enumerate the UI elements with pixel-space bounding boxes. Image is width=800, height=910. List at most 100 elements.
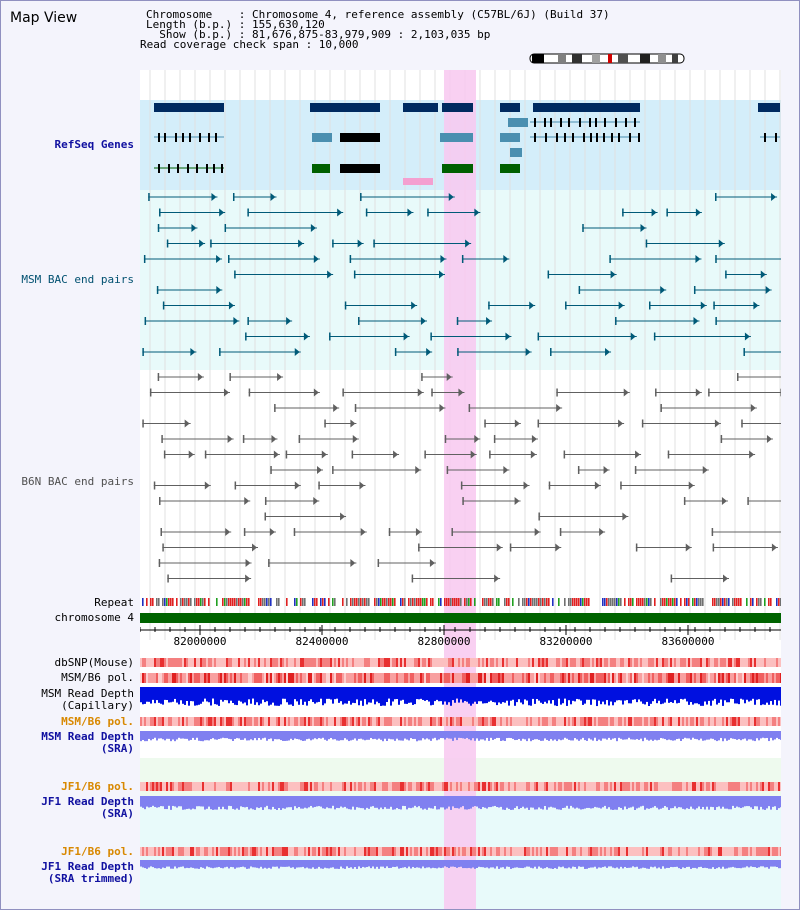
dbsnp-mark (588, 658, 590, 667)
jf1-depth-sra-bar (596, 796, 598, 808)
msm-pol-mark (570, 673, 572, 683)
jf1-depth-sra-bar (630, 796, 632, 808)
jf1-depth-sra-bar (254, 796, 256, 810)
jf1-depth-trimmed-bar (434, 860, 436, 869)
msm-depth-sra-bar (410, 731, 412, 739)
jf1-depth-sra-bar (642, 796, 644, 806)
msm-pol-mark (144, 673, 146, 683)
exon (611, 133, 613, 142)
exon (596, 133, 598, 142)
track-label-msm-b6-pol-2: MSM/B6 pol. (61, 715, 134, 728)
jf1-pol2-mark (484, 847, 486, 856)
msm-depth-capillary-bar (686, 687, 688, 702)
track-label-refseq[interactable]: RefSeq Genes (54, 138, 134, 151)
dbsnp-mark (678, 658, 680, 667)
msm-pol-mark (326, 673, 328, 683)
msm-depth-sra-bar (366, 731, 368, 740)
jf1-depth-sra-bar (668, 796, 670, 810)
msm-pol-mark (750, 673, 752, 683)
msm-depth-sra-bar (608, 731, 610, 738)
msm-depth-capillary-bar (446, 687, 448, 705)
jf1-depth-trimmed-bar (324, 860, 326, 868)
jf1-pol-mark (516, 782, 518, 791)
jf1-pol2-mark (500, 847, 502, 856)
jf1-depth-trimmed-bar (172, 860, 174, 869)
msm-pol-mark (166, 673, 168, 683)
jf1-pol-mark (628, 782, 630, 791)
jf1-pol-mark (580, 782, 582, 791)
map-canvas[interactable]: 82000000 82400000 82800000 83200000 83600000 (140, 70, 781, 910)
repeat-mark (364, 598, 366, 606)
msm-depth-sra-bar (746, 731, 748, 741)
msm-depth-sra-bar (540, 731, 542, 741)
msm-pol2-mark (686, 717, 688, 726)
msm-depth-capillary-bar (578, 687, 580, 700)
jf1-depth-sra-bar (546, 796, 548, 810)
b6n-bac-pair-end (293, 528, 296, 536)
msm-pol-mark (678, 673, 680, 683)
jf1-pol-mark (754, 782, 756, 791)
msm-depth-sra-bar (584, 731, 586, 741)
repeat-mark (768, 598, 770, 606)
msm-pol2-mark (286, 717, 288, 726)
track-label-msm-bac[interactable]: MSM BAC end pairs (21, 273, 134, 286)
jf1-pol-mark (182, 782, 184, 791)
dbsnp-mark (456, 658, 458, 667)
track-label-b6n-bac[interactable]: B6N BAC end pairs (21, 475, 134, 488)
repeat-mark (564, 598, 566, 606)
jf1-pol-mark (464, 782, 466, 791)
msm-depth-sra-bar (664, 731, 666, 740)
jf1-pol-mark (218, 782, 220, 791)
jf1-pol2-mark (194, 847, 196, 856)
jf1-depth-trimmed-bar (672, 860, 674, 868)
repeat-mark (322, 598, 324, 606)
msm-bac-pair-arrow (407, 208, 413, 217)
msm-depth-capillary-bar (218, 687, 220, 706)
repeat-mark (142, 598, 144, 606)
jf1-pol-mark (156, 782, 158, 791)
msm-pol-mark (314, 673, 316, 683)
msm-depth-sra-bar (722, 731, 724, 742)
jf1-depth-trimmed-bar (766, 860, 768, 868)
msm-pol-mark (700, 673, 702, 683)
msm-pol-mark (514, 673, 516, 683)
jf1-pol2-mark (396, 847, 398, 856)
msm-depth-sra-bar (208, 731, 210, 741)
dbsnp-mark (672, 658, 674, 667)
msm-pol-mark (148, 673, 150, 683)
jf1-pol2-mark (304, 847, 306, 856)
msm-depth-capillary-bar (440, 687, 442, 702)
repeat-mark (484, 598, 486, 606)
repeat-mark (764, 598, 766, 606)
msm-depth-capillary-bar (508, 687, 510, 706)
msm-pol2-mark (372, 717, 374, 726)
b6n-bac-pair-end (204, 450, 207, 459)
msm-depth-capillary-bar (506, 687, 508, 701)
dbsnp-mark (334, 658, 336, 667)
jf1-pol-mark (498, 782, 500, 791)
repeat-mark (170, 598, 172, 606)
msm-depth-capillary-bar (302, 687, 304, 705)
dbsnp-mark (662, 658, 664, 667)
msm-pol2-mark (440, 717, 442, 726)
msm-depth-capillary-bar (190, 687, 192, 702)
msm-bac-pair-arrow (310, 224, 316, 232)
jf1-pol2-mark (450, 847, 452, 856)
jf1-pol2-mark (256, 847, 258, 856)
jf1-depth-trimmed-bar (226, 860, 228, 867)
repeat-mark (718, 598, 720, 606)
b6n-bac-pair-arrow (415, 466, 421, 474)
msm-pol2-mark (238, 717, 240, 726)
jf1-pol2-mark (300, 847, 302, 856)
jf1-depth-trimmed-bar (380, 860, 382, 867)
msm-pol-mark (398, 673, 400, 683)
chromosome-ideogram[interactable] (528, 52, 688, 66)
jf1-pol2-mark (776, 847, 778, 856)
dbsnp-mark (600, 658, 602, 667)
gene-block (154, 103, 224, 112)
jf1-depth-sra-bar (472, 796, 474, 807)
exon (221, 164, 223, 173)
jf1-pol2-mark (544, 847, 546, 856)
dbsnp-mark (532, 658, 534, 667)
msm-depth-sra-bar (456, 731, 458, 741)
